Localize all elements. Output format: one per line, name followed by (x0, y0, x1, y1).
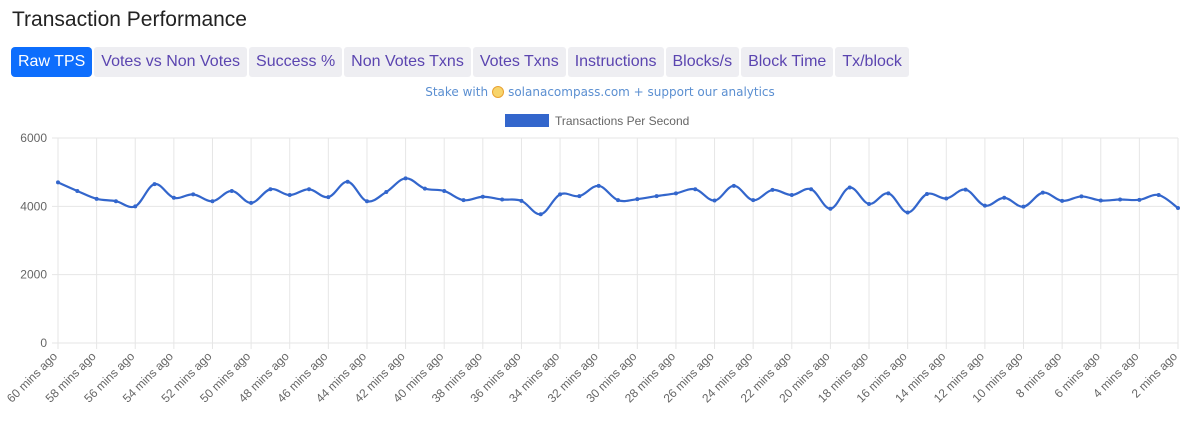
data-point[interactable] (1156, 193, 1161, 198)
grid-layer (52, 137, 1179, 349)
data-point[interactable] (1079, 194, 1084, 199)
data-point[interactable] (364, 199, 369, 204)
tab-success-percent[interactable]: Success % (249, 47, 343, 77)
tab-tx-per-block[interactable]: Tx/block (835, 47, 909, 77)
y-tick-label: 4000 (20, 199, 47, 213)
stake-prefix: Stake with (425, 85, 489, 99)
data-point[interactable] (191, 192, 196, 197)
data-point[interactable] (113, 199, 118, 204)
data-point[interactable] (886, 191, 891, 196)
page-title: Transaction Performance (12, 8, 247, 31)
legend: Transactions Per Second (505, 114, 689, 128)
data-point[interactable] (480, 194, 485, 199)
solanacompass-sun-icon (492, 86, 505, 98)
data-point[interactable] (461, 198, 466, 203)
data-point[interactable] (133, 204, 138, 209)
data-point[interactable] (558, 192, 563, 197)
stake-banner[interactable]: Stake with solanacompass.com + support ou… (0, 85, 1200, 99)
data-point[interactable] (770, 187, 775, 192)
tab-blocks-per-second[interactable]: Blocks/s (665, 47, 740, 77)
data-point[interactable] (731, 183, 736, 188)
data-point[interactable] (403, 176, 408, 181)
data-point[interactable] (287, 193, 292, 198)
data-point[interactable] (1118, 197, 1123, 202)
data-point[interactable] (1021, 204, 1026, 209)
data-point[interactable] (171, 195, 176, 200)
data-point[interactable] (56, 180, 60, 185)
y-tick-label: 6000 (20, 131, 47, 145)
tab-block-time[interactable]: Block Time (741, 47, 834, 77)
data-point[interactable] (94, 196, 99, 201)
data-point[interactable] (422, 186, 427, 191)
data-point[interactable] (345, 179, 350, 184)
data-point[interactable] (1002, 195, 1007, 200)
data-point[interactable] (596, 183, 601, 188)
data-point[interactable] (673, 191, 678, 196)
y-tick-label: 2000 (20, 268, 47, 282)
data-point[interactable] (635, 197, 640, 202)
tab-votes-vs-non-votes[interactable]: Votes vs Non Votes (94, 47, 248, 77)
data-point[interactable] (809, 187, 814, 192)
data-point[interactable] (500, 197, 505, 202)
legend-swatch[interactable] (505, 114, 549, 127)
data-point[interactable] (789, 193, 794, 198)
data-point[interactable] (249, 200, 254, 205)
data-point[interactable] (693, 187, 698, 192)
data-point[interactable] (1176, 206, 1180, 211)
data-point[interactable] (326, 195, 331, 200)
data-point[interactable] (867, 201, 872, 206)
data-point[interactable] (924, 192, 929, 197)
data-point[interactable] (963, 187, 968, 192)
data-point[interactable] (519, 198, 524, 203)
series-layer (56, 176, 1180, 217)
data-point[interactable] (1137, 197, 1142, 202)
tab-non-votes-txns[interactable]: Non Votes Txns (344, 47, 471, 77)
chart-tabs: Raw TPS Votes vs Non Votes Success % Non… (11, 47, 909, 77)
y-tick-label: 0 (40, 336, 47, 350)
data-point[interactable] (751, 198, 756, 203)
series-line (57, 177, 1179, 216)
data-point[interactable] (944, 196, 949, 201)
data-point[interactable] (210, 199, 215, 204)
data-point[interactable] (577, 194, 582, 199)
data-point[interactable] (982, 203, 987, 208)
data-point[interactable] (538, 212, 543, 217)
data-point[interactable] (616, 198, 620, 203)
data-point[interactable] (442, 188, 447, 193)
data-point[interactable] (828, 206, 833, 211)
data-point[interactable] (1060, 198, 1065, 203)
legend-label[interactable]: Transactions Per Second (555, 114, 689, 128)
data-point[interactable] (847, 185, 852, 190)
data-point[interactable] (229, 188, 234, 193)
data-point[interactable] (268, 187, 273, 192)
data-point[interactable] (152, 182, 157, 187)
tab-raw-tps[interactable]: Raw TPS (11, 47, 93, 77)
data-point[interactable] (307, 187, 312, 192)
tab-instructions[interactable]: Instructions (567, 47, 664, 77)
data-point[interactable] (654, 194, 659, 199)
data-point[interactable] (1098, 198, 1103, 203)
data-point[interactable] (75, 188, 80, 193)
data-point[interactable] (1040, 190, 1045, 195)
tab-votes-txns[interactable]: Votes Txns (472, 47, 566, 77)
data-point[interactable] (712, 198, 717, 203)
data-point[interactable] (905, 210, 910, 215)
data-point[interactable] (384, 189, 389, 194)
stake-link[interactable]: solanacompass.com + support our analytic… (508, 85, 775, 99)
